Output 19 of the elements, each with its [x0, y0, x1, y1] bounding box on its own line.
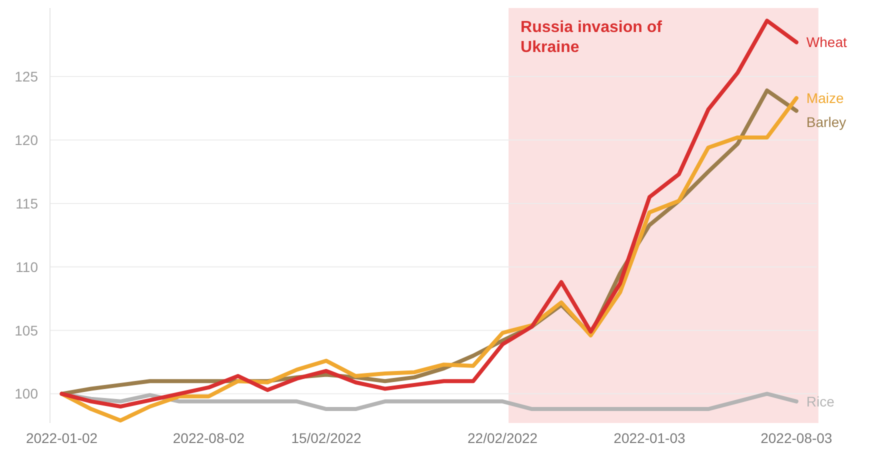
series-label: Barley	[806, 114, 846, 130]
x-tick-label: 22/02/2022	[468, 430, 538, 446]
x-tick-label: 2022-08-03	[760, 430, 832, 446]
band-label: Russia invasion of Ukraine	[520, 19, 663, 56]
x-tick-label: 15/02/2022	[291, 430, 362, 446]
line-series	[60, 392, 798, 412]
line-series	[60, 18, 798, 408]
series-label: Maize	[806, 90, 844, 106]
series-label: Wheat	[806, 34, 847, 50]
x-tick-label: 2022-01-02	[26, 430, 98, 446]
y-tick-label: 110	[16, 258, 38, 275]
y-tick-label: 115	[16, 195, 38, 212]
y-tick-label: 120	[14, 132, 38, 148]
y-tick-label: 100	[14, 386, 38, 402]
x-tick-label: 2022-01-03	[614, 430, 686, 446]
x-tick-label: 2022-08-02	[172, 430, 245, 446]
y-tick-label: 105	[14, 322, 38, 338]
series-label: Rice	[806, 393, 835, 410]
y-tick-label: 125	[14, 68, 38, 84]
